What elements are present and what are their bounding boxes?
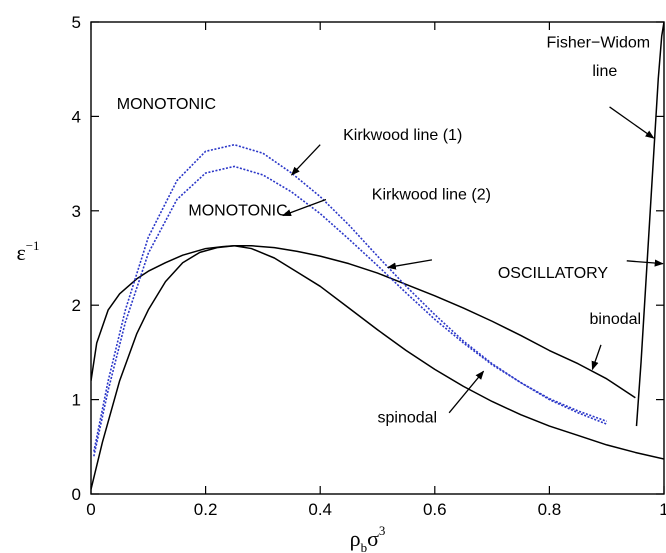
annotation-arrow-6 <box>448 370 485 414</box>
y-tick-label-5: 5 <box>72 13 81 32</box>
series-line-3 <box>93 165 607 457</box>
annotations: MONOTONIC MONOTONIC OSCILLATORY Kirkwood li… <box>117 34 664 426</box>
y-label-sup: −1 <box>26 238 40 253</box>
x-tick-label-0: 0 <box>86 500 95 519</box>
annotation-3: Kirkwood line (1) <box>343 127 462 144</box>
x-label-mid: σ <box>367 526 379 551</box>
annotation-2: OSCILLATORY <box>498 265 609 282</box>
annotation-8: spinodal <box>378 409 438 426</box>
y-tick-label-4: 4 <box>72 107 81 126</box>
annotation-arrow-3 <box>626 259 664 267</box>
series-line-1 <box>91 244 664 490</box>
series-line-0 <box>91 244 636 399</box>
x-label-sup: 3 <box>379 523 386 538</box>
x-label-sub: b <box>361 540 368 553</box>
y-axis-label: ε−1 <box>16 238 39 265</box>
annotation-arrow-0 <box>290 144 321 176</box>
annotation-6: line <box>592 63 617 80</box>
annotation-arrow-5 <box>591 344 602 371</box>
x-tick-label-5: 1 <box>659 500 666 519</box>
x-tick-label-2: 0.4 <box>308 500 332 519</box>
x-axis-label: ρbσ3 <box>350 523 386 553</box>
y-tick-label-2: 2 <box>72 296 81 315</box>
x-label-base: ρ <box>350 526 361 551</box>
annotation-7: binodal <box>590 311 642 328</box>
annotation-4: Kirkwood line (2) <box>372 186 491 203</box>
x-tick-label-1: 0.2 <box>194 500 218 519</box>
annotation-arrow-2 <box>386 259 433 270</box>
y-tick-label-3: 3 <box>72 202 81 221</box>
annotation-5: Fisher−Widom <box>547 34 651 51</box>
x-tick-label-4: 0.8 <box>538 500 562 519</box>
series-line-2 <box>93 143 607 452</box>
y-label-base: ε <box>16 240 25 265</box>
y-tick-label-0: 0 <box>72 485 81 504</box>
plot-frame <box>90 21 665 495</box>
axis-ticks: 0 0.2 0.4 0.6 0.8 1 0 1 2 3 4 5 <box>72 13 666 519</box>
y-tick-label-1: 1 <box>72 391 81 410</box>
annotation-1: MONOTONIC <box>188 203 287 220</box>
x-tick-label-3: 0.6 <box>423 500 447 519</box>
plot-content <box>91 22 664 490</box>
annotation-0: MONOTONIC <box>117 96 216 113</box>
annotation-arrow-4 <box>609 106 655 139</box>
series-line-4 <box>635 22 664 427</box>
annotation-arrow-1 <box>282 198 327 217</box>
